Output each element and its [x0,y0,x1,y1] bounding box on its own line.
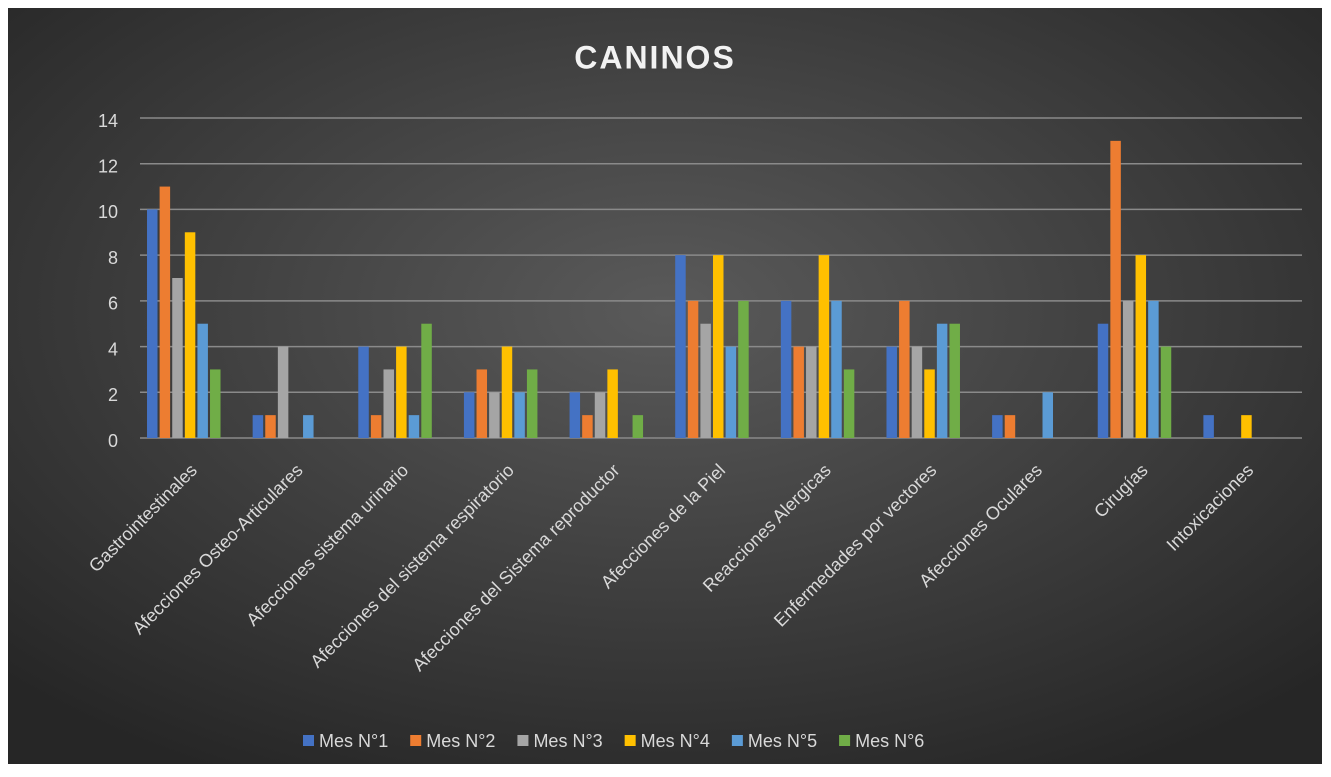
legend-label: Mes N°2 [426,731,495,751]
bar [358,346,369,438]
bar [526,369,538,438]
y-tick-label: 2 [108,385,118,405]
bar [147,209,158,438]
bar [476,369,488,438]
bar [924,369,935,438]
bar [277,346,289,438]
legend-label: Mes N°3 [533,731,602,751]
bar [1042,392,1054,438]
bar [252,415,264,438]
bar [421,323,432,438]
bar [675,255,686,438]
bar [396,346,407,438]
bar [725,346,737,438]
bar [713,255,724,438]
legend-label: Mes N°1 [319,731,388,751]
bar [886,346,897,438]
bar [632,415,644,438]
legend-label: Mes N°4 [641,731,710,751]
bar [594,392,606,438]
y-tick-label: 8 [108,248,118,268]
bar [780,300,792,438]
bar [582,415,593,438]
bar [911,346,923,438]
bar [793,346,804,438]
bar [463,392,475,438]
bar [687,300,699,438]
bar [370,415,382,438]
bar [408,415,420,438]
bar [210,369,221,438]
bar [843,369,855,438]
bar [1122,300,1134,438]
legend-label: Mes N°6 [855,731,924,751]
bar [936,323,948,438]
bar [1004,415,1016,438]
bar [265,415,276,438]
bar [1203,415,1214,438]
bar [159,186,171,438]
bar [1148,300,1159,438]
y-tick-label: 0 [108,431,118,451]
bar [949,323,960,438]
bar [700,323,711,438]
legend-swatch [303,735,314,746]
y-tick-label: 10 [98,202,118,222]
bar [569,392,581,438]
legend-label: Mes N°5 [748,731,817,751]
y-tick-label: 12 [98,156,118,176]
bar [992,415,1003,438]
legend-swatch [517,735,529,746]
bar [831,300,842,438]
bar [1110,140,1121,438]
chart-title: CANINOS [574,39,736,75]
bar [1135,255,1147,438]
legend-swatch [624,735,636,746]
y-tick-label: 6 [108,294,118,314]
bar [184,232,196,438]
legend-swatch [839,735,851,746]
bar [1160,346,1172,438]
bar [514,392,525,438]
bar [738,300,749,438]
legend-swatch [731,735,743,746]
bar [383,369,394,438]
bar [1241,415,1252,438]
y-tick-label: 14 [98,111,118,131]
bar [1097,323,1109,438]
bar [607,369,618,438]
bar [501,346,513,438]
y-tick-label: 4 [108,339,118,359]
legend-swatch [410,735,422,746]
bar [303,415,314,438]
bar [197,323,208,438]
bar [818,255,830,438]
bar [172,278,183,438]
bar [806,346,817,438]
bar [899,300,910,438]
bar [489,392,500,438]
